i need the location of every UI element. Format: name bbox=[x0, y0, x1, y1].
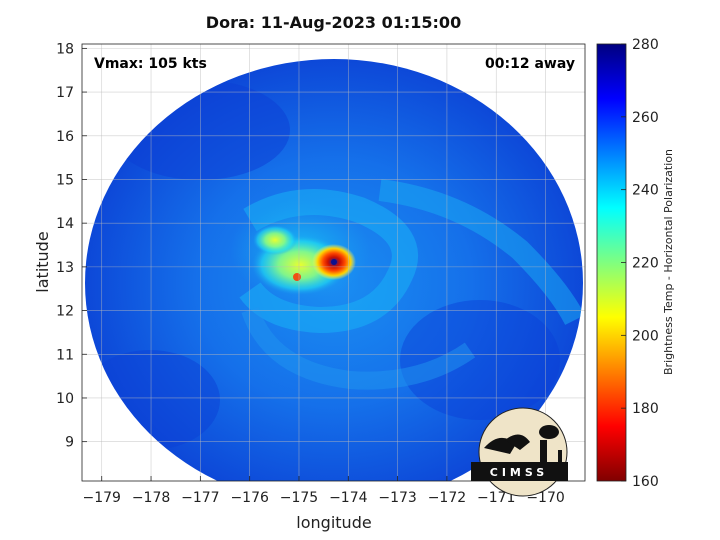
grid bbox=[82, 44, 585, 481]
y-tick-label: 16 bbox=[56, 129, 74, 145]
brightness-temp-image bbox=[85, 59, 583, 481]
y-axis: 9 10 11 12 13 14 15 16 17 18 bbox=[56, 41, 87, 451]
x-tick-label: −176 bbox=[230, 490, 269, 506]
x-tick-label: −171 bbox=[477, 490, 515, 506]
y-tick-label: 13 bbox=[56, 260, 74, 276]
dark-blue-region bbox=[400, 300, 560, 420]
x-axis-label: longitude bbox=[296, 513, 371, 532]
x-tick-label: −177 bbox=[181, 490, 219, 506]
y-tick-label: 18 bbox=[56, 41, 74, 57]
x-tick-label: −179 bbox=[82, 490, 120, 506]
y-tick-label: 12 bbox=[56, 304, 74, 320]
x-tick-label: −173 bbox=[378, 490, 416, 506]
y-tick-label: 11 bbox=[56, 347, 74, 363]
cimss-logo-text: CIMSS bbox=[490, 466, 548, 479]
y-tick-label: 15 bbox=[56, 172, 74, 188]
colorbar-tick-label: 240 bbox=[632, 183, 659, 199]
rain-band bbox=[378, 179, 583, 326]
time-away-annotation: 00:12 away bbox=[485, 56, 575, 72]
storm-eye bbox=[331, 259, 337, 265]
y-tick-label: 10 bbox=[56, 391, 74, 407]
y-tick-label: 9 bbox=[65, 435, 74, 451]
x-tick-label: −174 bbox=[329, 490, 368, 506]
colorbar-tick-label: 160 bbox=[632, 474, 659, 490]
x-tick-label: −175 bbox=[280, 490, 318, 506]
colorbar-ticks: 160 180 200 220 240 260 280 bbox=[621, 37, 659, 490]
y-tick-label: 14 bbox=[56, 216, 74, 232]
colorbar-tick-label: 200 bbox=[632, 328, 659, 344]
x-axis: −179 −178 −177 −176 −175 −174 −173 −172 −171 −170 bbox=[82, 476, 565, 506]
colorbar: 160 180 200 220 240 260 280 bbox=[596, 37, 659, 490]
colorbar-label: Brightness Temp - Horizontal Polarizatio… bbox=[662, 149, 675, 375]
vmax-annotation: Vmax: 105 kts bbox=[94, 56, 207, 72]
rain-band bbox=[239, 189, 418, 334]
rain-band bbox=[241, 306, 476, 390]
y-tick-label: 17 bbox=[56, 85, 74, 101]
y-axis-label: latitude bbox=[33, 231, 52, 292]
inner-band bbox=[253, 225, 297, 255]
x-tick-label: −178 bbox=[132, 490, 170, 506]
chart-title: Dora: 11-Aug-2023 01:15:00 bbox=[205, 13, 462, 32]
colorbar-tick-label: 280 bbox=[632, 37, 659, 53]
colorbar-tick-label: 180 bbox=[632, 401, 659, 417]
warm-spot bbox=[293, 273, 301, 281]
colorbar-tick-label: 260 bbox=[632, 110, 659, 126]
x-tick-label: −172 bbox=[428, 490, 466, 506]
plot-frame bbox=[81, 43, 586, 482]
colorbar-tick-label: 220 bbox=[632, 256, 659, 272]
cimss-logo: CIMSS bbox=[471, 407, 568, 497]
